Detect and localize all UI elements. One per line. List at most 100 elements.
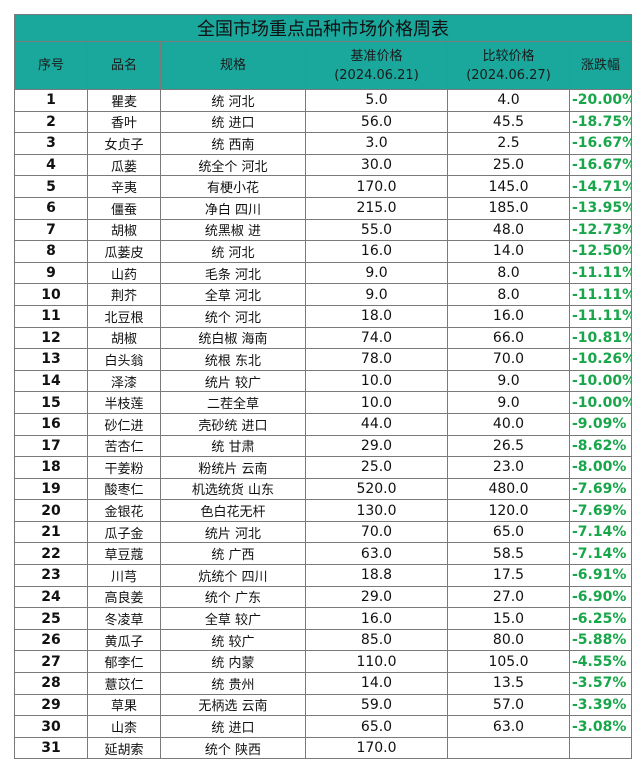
row-base-price: 29.0 xyxy=(305,434,448,458)
row-index: 22 xyxy=(14,542,88,566)
table-row: 15 半枝莲 二茬全草 10.0 9.0 -10.00% xyxy=(14,391,633,414)
row-base-price: 59.0 xyxy=(305,693,448,717)
row-spec: 统 贵州 xyxy=(160,672,306,695)
row-base-price: 520.0 xyxy=(305,477,448,501)
row-spec: 二茬全草 xyxy=(160,391,306,414)
table-row: 29 草果 无柄选 云南 59.0 57.0 -3.39% xyxy=(14,693,633,717)
table-row: 24 高良姜 统个 广东 29.0 27.0 -6.90% xyxy=(14,585,633,609)
table-row: 19 酸枣仁 机选统货 山东 520.0 480.0 -7.69% xyxy=(14,477,633,501)
row-index: 25 xyxy=(14,607,88,630)
row-name: 白头翁 xyxy=(87,348,161,371)
row-name: 苦杏仁 xyxy=(87,434,161,458)
row-spec: 色白花无杆 xyxy=(160,499,306,522)
row-index: 17 xyxy=(14,434,88,458)
table-row: 18 干姜粉 粉统片 云南 25.0 23.0 -8.00% xyxy=(14,456,633,479)
row-index: 23 xyxy=(14,564,88,587)
row-index: 12 xyxy=(14,326,88,350)
row-compare-price: 145.0 xyxy=(447,175,570,198)
row-base-price: 55.0 xyxy=(305,218,448,242)
row-index: 20 xyxy=(14,499,88,522)
price-table: 全国市场重点品种市场价格周表 序号 品名 规格 基准价格 (2024.06.21… xyxy=(13,14,633,760)
row-change: -7.14% xyxy=(568,542,633,566)
row-compare-price: 80.0 xyxy=(447,628,570,652)
row-name: 草豆蔻 xyxy=(87,542,161,566)
row-spec: 炕统个 四川 xyxy=(160,564,306,587)
row-change: -8.62% xyxy=(568,434,633,458)
row-base-price: 10.0 xyxy=(305,369,448,393)
header-spec: 规格 xyxy=(160,41,306,90)
row-spec: 统黑椒 进 xyxy=(160,218,306,242)
row-spec: 壳砂统 进口 xyxy=(160,412,306,436)
row-name: 砂仁进 xyxy=(87,412,161,436)
header-index: 序号 xyxy=(14,41,88,90)
row-compare-price: 57.0 xyxy=(447,693,570,717)
row-base-price: 30.0 xyxy=(305,153,448,177)
row-spec: 统 西南 xyxy=(160,132,306,155)
row-compare-price: 14.0 xyxy=(447,240,570,263)
row-spec: 统 进口 xyxy=(160,715,306,738)
row-name: 酸枣仁 xyxy=(87,477,161,501)
row-name: 瓜子金 xyxy=(87,520,161,544)
row-change: -10.00% xyxy=(568,391,633,414)
row-compare-price: 40.0 xyxy=(447,412,570,436)
row-name: 山药 xyxy=(87,261,161,285)
row-compare-price: 26.5 xyxy=(447,434,570,458)
row-compare-price: 2.5 xyxy=(447,132,570,155)
row-name: 郁李仁 xyxy=(87,650,161,674)
table-row: 30 山柰统 进口 65.0 63.0 -3.08% xyxy=(14,715,633,738)
row-base-price: 44.0 xyxy=(305,412,448,436)
row-change: -3.08% xyxy=(568,715,633,738)
row-base-price: 56.0 xyxy=(305,110,448,134)
row-index: 8 xyxy=(14,240,88,263)
table-title: 全国市场重点品种市场价格周表 xyxy=(13,14,633,42)
row-name: 瓜蒌皮 xyxy=(87,240,161,263)
row-change: -8.00% xyxy=(568,456,633,479)
header-compare-price: 比较价格 (2024.06.27) xyxy=(447,41,570,90)
row-spec: 毛条 河北 xyxy=(160,261,306,285)
row-compare-price: 65.0 xyxy=(447,520,570,544)
row-base-price: 110.0 xyxy=(305,650,448,674)
row-base-price: 63.0 xyxy=(305,542,448,566)
header-compare-date: (2024.06.27) xyxy=(466,67,551,83)
row-name: 草果 xyxy=(87,693,161,717)
row-change: -7.69% xyxy=(568,477,633,501)
row-base-price: 16.0 xyxy=(305,607,448,630)
row-name: 北豆根 xyxy=(87,304,161,328)
row-base-price: 85.0 xyxy=(305,628,448,652)
row-change: -11.11% xyxy=(568,261,633,285)
row-compare-price: 9.0 xyxy=(447,369,570,393)
row-index: 16 xyxy=(14,412,88,436)
row-base-price: 9.0 xyxy=(305,283,448,306)
table-row: 5 辛夷 有梗小花 170.0 145.0 -14.71% xyxy=(14,175,633,198)
row-compare-price: 27.0 xyxy=(447,585,570,609)
header-name: 品名 xyxy=(87,41,161,90)
row-compare-price: 9.0 xyxy=(447,391,570,414)
table-row: 4 瓜蒌 统全个 河北 30.0 25.0 -16.67% xyxy=(14,153,633,177)
row-base-price: 70.0 xyxy=(305,520,448,544)
row-change: -10.81% xyxy=(568,326,633,350)
row-name: 辛夷 xyxy=(87,175,161,198)
row-spec: 无柄选 云南 xyxy=(160,693,306,717)
row-index: 29 xyxy=(14,693,88,717)
row-compare-price: 70.0 xyxy=(447,348,570,371)
row-compare-price: 63.0 xyxy=(447,715,570,738)
row-change: -4.55% xyxy=(568,650,633,674)
row-change: -20.00% xyxy=(568,89,633,112)
row-compare-price: 15.0 xyxy=(447,607,570,630)
table-row: 26 黄瓜子统 较广 85.0 80.0 -5.88% xyxy=(14,628,633,652)
row-compare-price xyxy=(447,736,570,760)
row-change: -5.88% xyxy=(568,628,633,652)
header-change: 涨跌幅 xyxy=(568,41,633,90)
row-name: 僵蚕 xyxy=(87,196,161,220)
row-name: 高良姜 xyxy=(87,585,161,609)
row-spec: 统 较广 xyxy=(160,628,306,652)
row-base-price: 5.0 xyxy=(305,89,448,112)
row-change: -12.73% xyxy=(568,218,633,242)
row-base-price: 65.0 xyxy=(305,715,448,738)
row-index: 24 xyxy=(14,585,88,609)
row-base-price: 25.0 xyxy=(305,456,448,479)
row-compare-price: 16.0 xyxy=(447,304,570,328)
row-name: 川芎 xyxy=(87,564,161,587)
row-change: -7.69% xyxy=(568,499,633,522)
row-spec: 粉统片 云南 xyxy=(160,456,306,479)
